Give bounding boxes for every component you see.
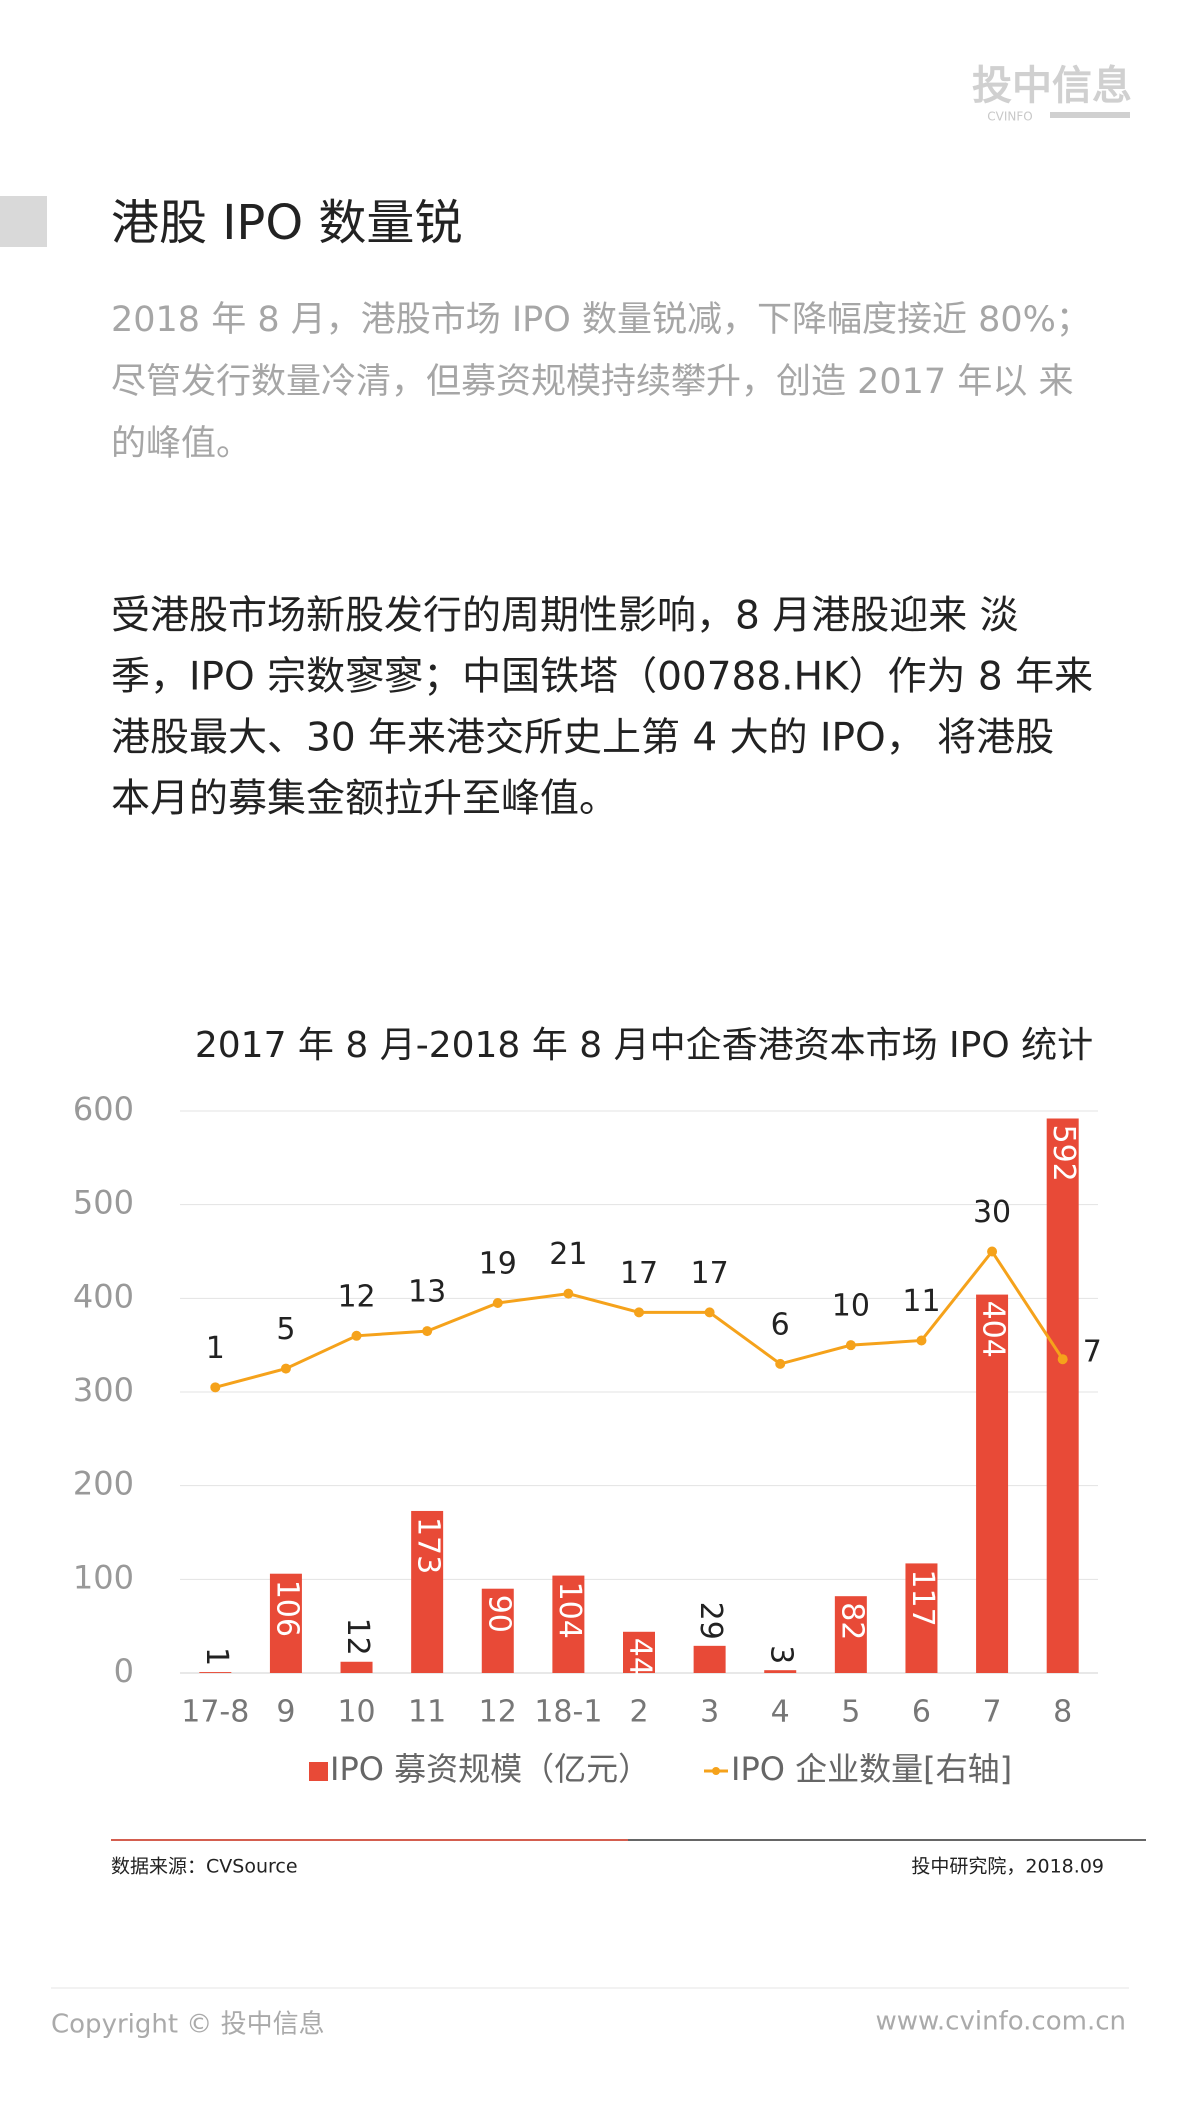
- bar: [623, 1631, 655, 1673]
- bar: [552, 1575, 585, 1673]
- y-tick-label: 400: [73, 1277, 134, 1315]
- line-value-label: 11: [902, 1284, 940, 1319]
- bar: [1046, 1118, 1079, 1673]
- bar: [905, 1563, 938, 1673]
- line-point: [987, 1246, 998, 1257]
- y-tick-label: 0: [114, 1652, 134, 1690]
- bar-value-label: 173: [411, 1517, 446, 1574]
- line-point: [634, 1307, 644, 1318]
- x-tick-label: 18-1: [534, 1695, 602, 1730]
- line-point: [704, 1307, 715, 1318]
- bar: [693, 1645, 726, 1673]
- x-tick-label: 5: [841, 1695, 860, 1730]
- x-tick-label: 8: [1053, 1695, 1072, 1730]
- logo: 投中信息: [972, 63, 1132, 109]
- x-tick-label: 3: [700, 1695, 719, 1730]
- x-tick-label: 10: [337, 1695, 375, 1730]
- logo-bar: [1050, 112, 1130, 118]
- line-point: [775, 1358, 786, 1369]
- bar: [269, 1573, 302, 1673]
- line-value-label: 5: [276, 1312, 295, 1347]
- logo-sub: CVINFO: [987, 110, 1032, 124]
- summary-line: 的峰值。: [111, 424, 251, 464]
- line-point: [563, 1288, 574, 1299]
- y-tick-label: 600: [73, 1090, 134, 1128]
- legend-label: IPO 企业数量[右轴]: [731, 1750, 1012, 1788]
- line-point: [210, 1382, 221, 1393]
- site-url: www.cvinfo.com.cn: [876, 2007, 1127, 2037]
- y-tick-label: 300: [73, 1371, 134, 1409]
- line-point: [422, 1326, 433, 1337]
- source-date: 投中研究院，2018.09: [911, 1856, 1104, 1878]
- y-tick-label: 500: [73, 1184, 134, 1222]
- bar-value-label: 12: [340, 1618, 375, 1656]
- line-value-label: 17: [691, 1256, 729, 1291]
- bar: [834, 1596, 867, 1673]
- line-point: [351, 1330, 362, 1341]
- line-point: [1057, 1354, 1068, 1365]
- bar-value-label: 404: [976, 1301, 1011, 1358]
- line-value-label: 19: [479, 1247, 517, 1282]
- x-tick-label: 12: [479, 1695, 517, 1730]
- bar-value-label: 117: [905, 1569, 940, 1626]
- line-value-label: 7: [1083, 1335, 1102, 1370]
- x-tick-label: 6: [912, 1695, 931, 1730]
- x-tick-label: 11: [408, 1695, 446, 1730]
- line-point: [916, 1335, 927, 1346]
- body-line: 受港股市场新股发行的周期性影响，8 月港股迎来 淡: [111, 594, 1019, 639]
- body-line: 季，IPO 宗数寥寥；中国铁塔（00788.HK）作为 8 年来: [111, 655, 1093, 700]
- line-value-label: 6: [771, 1307, 790, 1342]
- x-tick-label: 4: [771, 1695, 790, 1730]
- bar-value-label: 1: [199, 1647, 234, 1666]
- line-point: [280, 1363, 291, 1374]
- body-line: 本月的募集金额拉升至峰值。: [111, 777, 618, 822]
- bar: [199, 1672, 232, 1673]
- body-line: 港股最大、30 年来港交所史上第 4 大的 IPO， 将港股: [111, 716, 1054, 761]
- x-tick-label: 17-8: [181, 1695, 249, 1730]
- bar: [340, 1661, 373, 1673]
- bar: [481, 1588, 514, 1673]
- page-title: 港股 IPO 数量锐: [111, 195, 462, 251]
- line-point: [845, 1340, 856, 1351]
- bar-value-label: 82: [834, 1602, 869, 1640]
- bar-value-label: 3: [764, 1645, 799, 1664]
- x-tick-label: 9: [276, 1695, 295, 1730]
- bar-value-label: 44: [623, 1638, 658, 1676]
- copyright: Copyright © 投中信息: [51, 2010, 325, 2040]
- source: 数据来源：CVSource: [111, 1856, 298, 1878]
- bar: [411, 1510, 444, 1673]
- section-marker: [0, 196, 47, 247]
- line-value-label: 1: [206, 1331, 225, 1366]
- legend-swatch: [712, 1767, 720, 1775]
- x-tick-label: 2: [629, 1695, 648, 1730]
- legend-label: IPO 募资规模（亿元）: [330, 1750, 650, 1788]
- y-tick-label: 100: [73, 1558, 134, 1596]
- line-value-label: 30: [973, 1195, 1011, 1230]
- legend-swatch: [309, 1762, 328, 1781]
- chart-title: 2017 年 8 月-2018 年 8 月中企香港资本市场 IPO 统计: [195, 1025, 1093, 1066]
- bar-value-label: 106: [269, 1580, 304, 1637]
- line-point: [492, 1298, 503, 1309]
- line-value-label: 10: [832, 1289, 870, 1324]
- line-value-label: 13: [408, 1275, 446, 1310]
- bar: [976, 1294, 1009, 1673]
- bar-value-label: 592: [1046, 1124, 1081, 1181]
- y-tick-label: 200: [73, 1465, 134, 1503]
- summary-line: 尽管发行数量冷清，但募资规模持续攀升，创造 2017 年以 来: [111, 362, 1073, 402]
- summary-line: 2018 年 8 月，港股市场 IPO 数量锐减，下降幅度接近 80%；: [111, 300, 1091, 340]
- bar-value-label: 104: [552, 1582, 587, 1639]
- x-tick-label: 7: [983, 1695, 1002, 1730]
- bar: [764, 1670, 797, 1673]
- line-value-label: 21: [549, 1237, 587, 1272]
- bar-value-label: 29: [693, 1602, 728, 1640]
- bar-value-label: 90: [481, 1595, 516, 1633]
- line-value-label: 12: [337, 1279, 375, 1314]
- line-value-label: 17: [620, 1256, 658, 1291]
